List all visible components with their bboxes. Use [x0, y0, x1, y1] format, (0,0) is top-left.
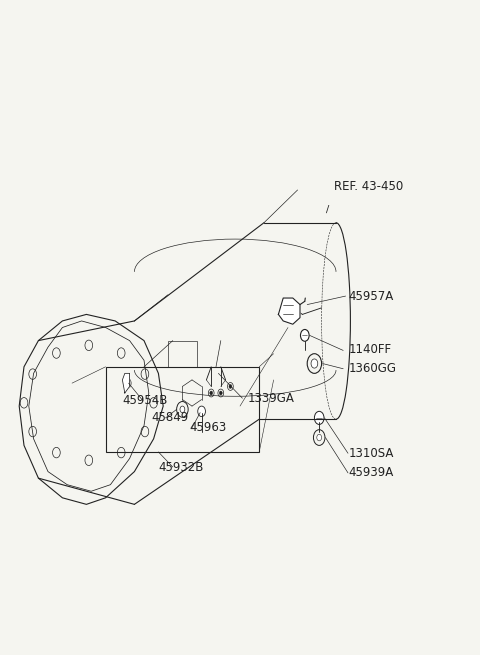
Circle shape	[219, 391, 222, 395]
Text: 45932B: 45932B	[158, 460, 204, 474]
Circle shape	[300, 329, 309, 341]
Bar	[106, 367, 259, 452]
Circle shape	[198, 406, 205, 417]
Circle shape	[314, 411, 324, 424]
Text: 45954B: 45954B	[122, 394, 168, 407]
Text: 1310SA: 1310SA	[348, 447, 394, 460]
Text: 45849: 45849	[151, 411, 189, 424]
Polygon shape	[278, 298, 300, 324]
Text: 45963: 45963	[190, 421, 227, 434]
Text: 45957A: 45957A	[348, 290, 394, 303]
Text: 45939A: 45939A	[348, 466, 394, 479]
Text: 1339GA: 1339GA	[247, 392, 294, 405]
Circle shape	[229, 384, 232, 388]
Text: 1140FF: 1140FF	[348, 343, 392, 356]
Text: REF. 43-450: REF. 43-450	[334, 180, 403, 193]
Circle shape	[180, 406, 185, 413]
Polygon shape	[122, 373, 130, 393]
Circle shape	[311, 359, 318, 368]
Text: 1360GG: 1360GG	[348, 362, 396, 375]
Circle shape	[210, 391, 213, 395]
Circle shape	[317, 434, 322, 441]
